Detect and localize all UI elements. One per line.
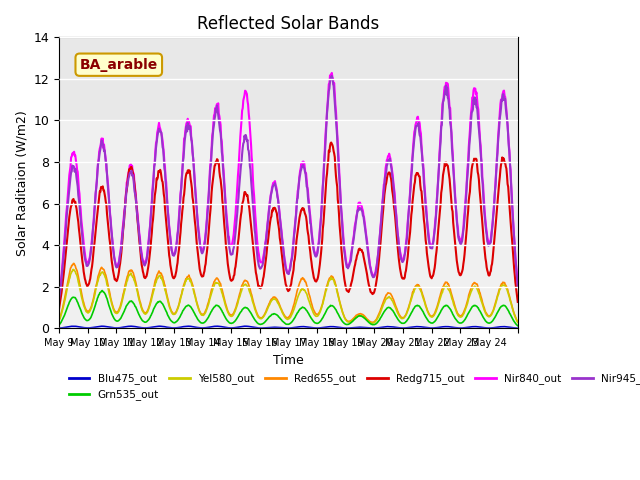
Bar: [59, 37, 518, 120]
Y-axis label: Solar Raditaion (W/m2): Solar Raditaion (W/m2): [15, 110, 28, 256]
X-axis label: Time: Time: [273, 354, 304, 367]
Legend: Blu475_out, Grn535_out, Yel580_out, Red655_out, Redg715_out, Nir840_out, Nir945_: Blu475_out, Grn535_out, Yel580_out, Red6…: [65, 369, 640, 405]
Text: BA_arable: BA_arable: [79, 58, 158, 72]
Title: Reflected Solar Bands: Reflected Solar Bands: [197, 15, 380, 33]
